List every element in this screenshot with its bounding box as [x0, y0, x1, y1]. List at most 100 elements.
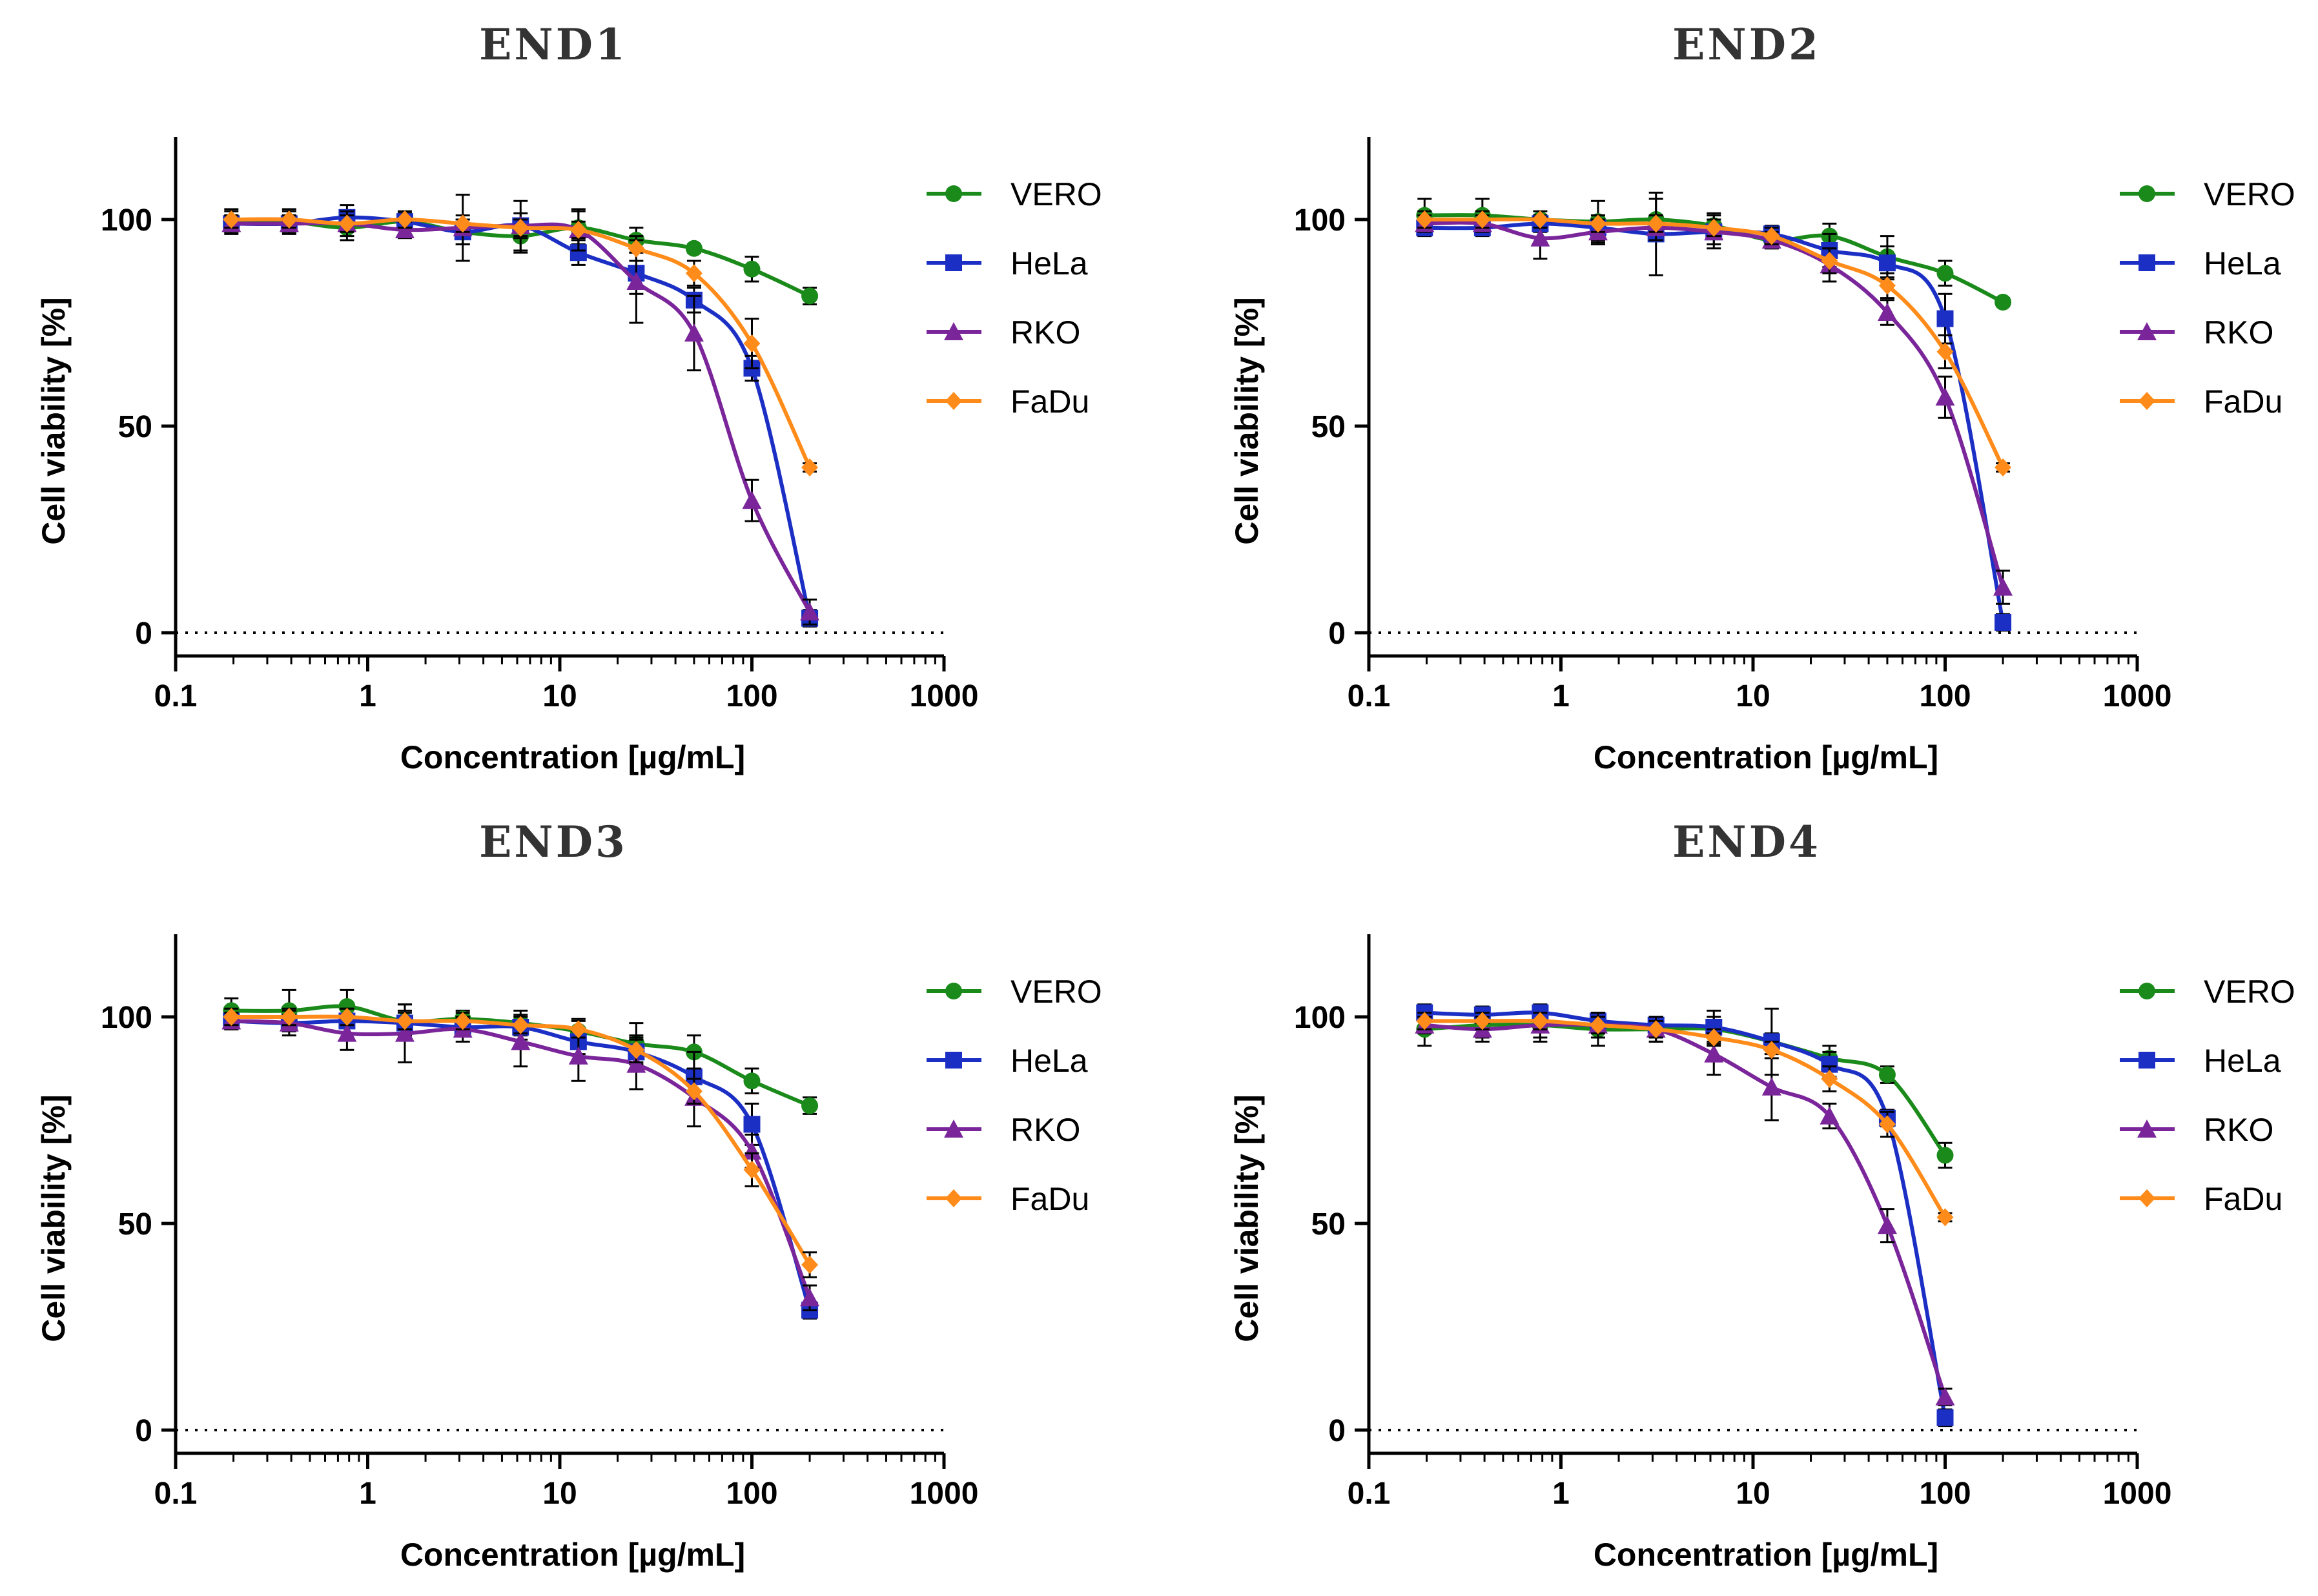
data-point-vero — [743, 260, 761, 278]
legend-entry-hela: HeLa — [2120, 1043, 2281, 1079]
series-rko — [1415, 214, 2013, 605]
curve-rko — [231, 221, 812, 613]
data-point-rko — [1935, 387, 1955, 406]
data-point-fadu — [1532, 210, 1549, 229]
x-tick-label: 100 — [1919, 1477, 1971, 1511]
legend-marker-vero — [2139, 983, 2155, 999]
data-point-fadu — [1416, 1012, 1433, 1030]
legend-marker-rko — [2137, 1120, 2157, 1138]
legend-entry-hela: HeLa — [927, 245, 1088, 281]
x-tick-label: 10 — [542, 1477, 577, 1511]
data-point-fadu — [1821, 1070, 1838, 1088]
data-point-fadu — [1705, 1028, 1723, 1047]
legend-label: VERO — [2204, 176, 2295, 212]
legend-label: FaDu — [1010, 1181, 1089, 1217]
legend-marker-fadu — [945, 1189, 962, 1207]
legend-marker-hela — [945, 254, 962, 271]
x-tick-label: 1 — [1552, 1477, 1570, 1511]
x-tick-label: 0.1 — [1348, 1477, 1391, 1511]
data-point-vero — [743, 1072, 761, 1090]
data-point-hela — [743, 1116, 761, 1133]
series-fadu — [223, 210, 819, 476]
x-tick-label: 1000 — [910, 1477, 979, 1511]
y-tick-label: 0 — [1328, 617, 1346, 651]
data-point-vero — [1995, 294, 2012, 311]
data-point-fadu — [454, 1012, 471, 1030]
data-point-fadu — [1878, 276, 1896, 295]
legend-marker-vero — [945, 983, 962, 999]
x-tick-label: 0.1 — [154, 1477, 198, 1511]
data-point-rko — [684, 323, 704, 342]
data-point-fadu — [1589, 1016, 1606, 1034]
legend-label: RKO — [2204, 1112, 2273, 1148]
legend-entry-vero: VERO — [2120, 974, 2295, 1010]
curve-rko — [231, 1019, 812, 1299]
data-point-fadu — [1589, 214, 1606, 233]
x-tick-label: 100 — [726, 679, 777, 713]
y-axis-label: Cell viability [%] — [36, 1094, 72, 1342]
data-point-fadu — [685, 264, 703, 283]
data-point-rko — [1530, 228, 1550, 247]
data-point-fadu — [512, 218, 529, 237]
data-point-fadu — [628, 239, 645, 258]
data-point-fadu — [1936, 342, 1954, 361]
y-axis-label: Cell viability [%] — [36, 297, 72, 544]
x-tick-label: 10 — [1736, 679, 1770, 713]
data-point-fadu — [1995, 458, 2012, 476]
legend-marker-rko — [2137, 322, 2157, 340]
legend-label: VERO — [1010, 176, 1102, 212]
data-point-rko — [1993, 577, 2013, 596]
legend-label: HeLa — [2204, 1043, 2281, 1079]
data-point-fadu — [454, 214, 471, 233]
data-point-fadu — [1473, 1012, 1491, 1030]
y-tick-label: 100 — [101, 203, 152, 238]
data-point-rko — [742, 491, 762, 509]
legend-marker-vero — [945, 185, 962, 202]
legend-marker-fadu — [2139, 1189, 2155, 1207]
legend-label: FaDu — [2204, 384, 2282, 420]
chart-title: END3 — [479, 817, 628, 867]
data-point-rko — [1820, 1106, 1840, 1125]
x-axis-label: Concentration [µg/mL] — [400, 1537, 745, 1573]
data-point-vero — [801, 287, 819, 305]
chart-panel-end3: END3 0 50 100 0.1 1 10 100 1000 Concentration [µg… — [36, 817, 1102, 1573]
series-rko — [221, 1003, 820, 1311]
data-point-fadu — [1936, 1208, 1954, 1227]
x-axis-label: Concentration [µg/mL] — [1594, 1537, 1938, 1573]
x-axis-label: Concentration [µg/mL] — [400, 739, 745, 775]
data-point-hela — [1878, 254, 1896, 272]
curve-rko — [1424, 220, 2005, 588]
data-point-fadu — [801, 1256, 819, 1274]
curve-fadu — [1424, 1018, 1947, 1218]
legend-entry-rko: RKO — [2120, 314, 2273, 351]
data-point-fadu — [1705, 218, 1723, 237]
data-point-fadu — [743, 1160, 761, 1179]
x-tick-label: 0.1 — [154, 679, 198, 713]
data-point-rko — [626, 1054, 646, 1073]
chart-title: END1 — [479, 19, 628, 70]
series-hela — [223, 204, 819, 628]
legend-marker-fadu — [945, 392, 962, 410]
x-tick-label: 0.1 — [1348, 679, 1391, 713]
legend-label: RKO — [2204, 314, 2273, 351]
y-tick-label: 50 — [118, 1207, 152, 1242]
chart-panel-end4: END4 0 50 100 0.1 1 10 100 1000 Concentration [µg… — [1229, 817, 2295, 1573]
curve-hela — [1424, 221, 2005, 623]
legend-label: HeLa — [2204, 245, 2281, 281]
legend-marker-fadu — [2139, 392, 2155, 410]
series-fadu — [223, 1007, 819, 1278]
y-tick-label: 100 — [1294, 203, 1346, 238]
data-point-rko — [1877, 303, 1897, 321]
legend-entry-vero: VERO — [2120, 176, 2295, 212]
x-tick-label: 10 — [542, 679, 577, 713]
data-point-rko — [395, 220, 415, 238]
y-axis-label: Cell viability [%] — [1229, 297, 1265, 544]
data-point-fadu — [685, 1082, 703, 1101]
y-tick-label: 100 — [1294, 1001, 1346, 1035]
data-point-vero — [685, 240, 703, 257]
legend-label: RKO — [1010, 1112, 1080, 1148]
data-point-vero — [1936, 1147, 1954, 1164]
x-tick-label: 100 — [726, 1477, 777, 1511]
data-point-fadu — [280, 210, 298, 229]
